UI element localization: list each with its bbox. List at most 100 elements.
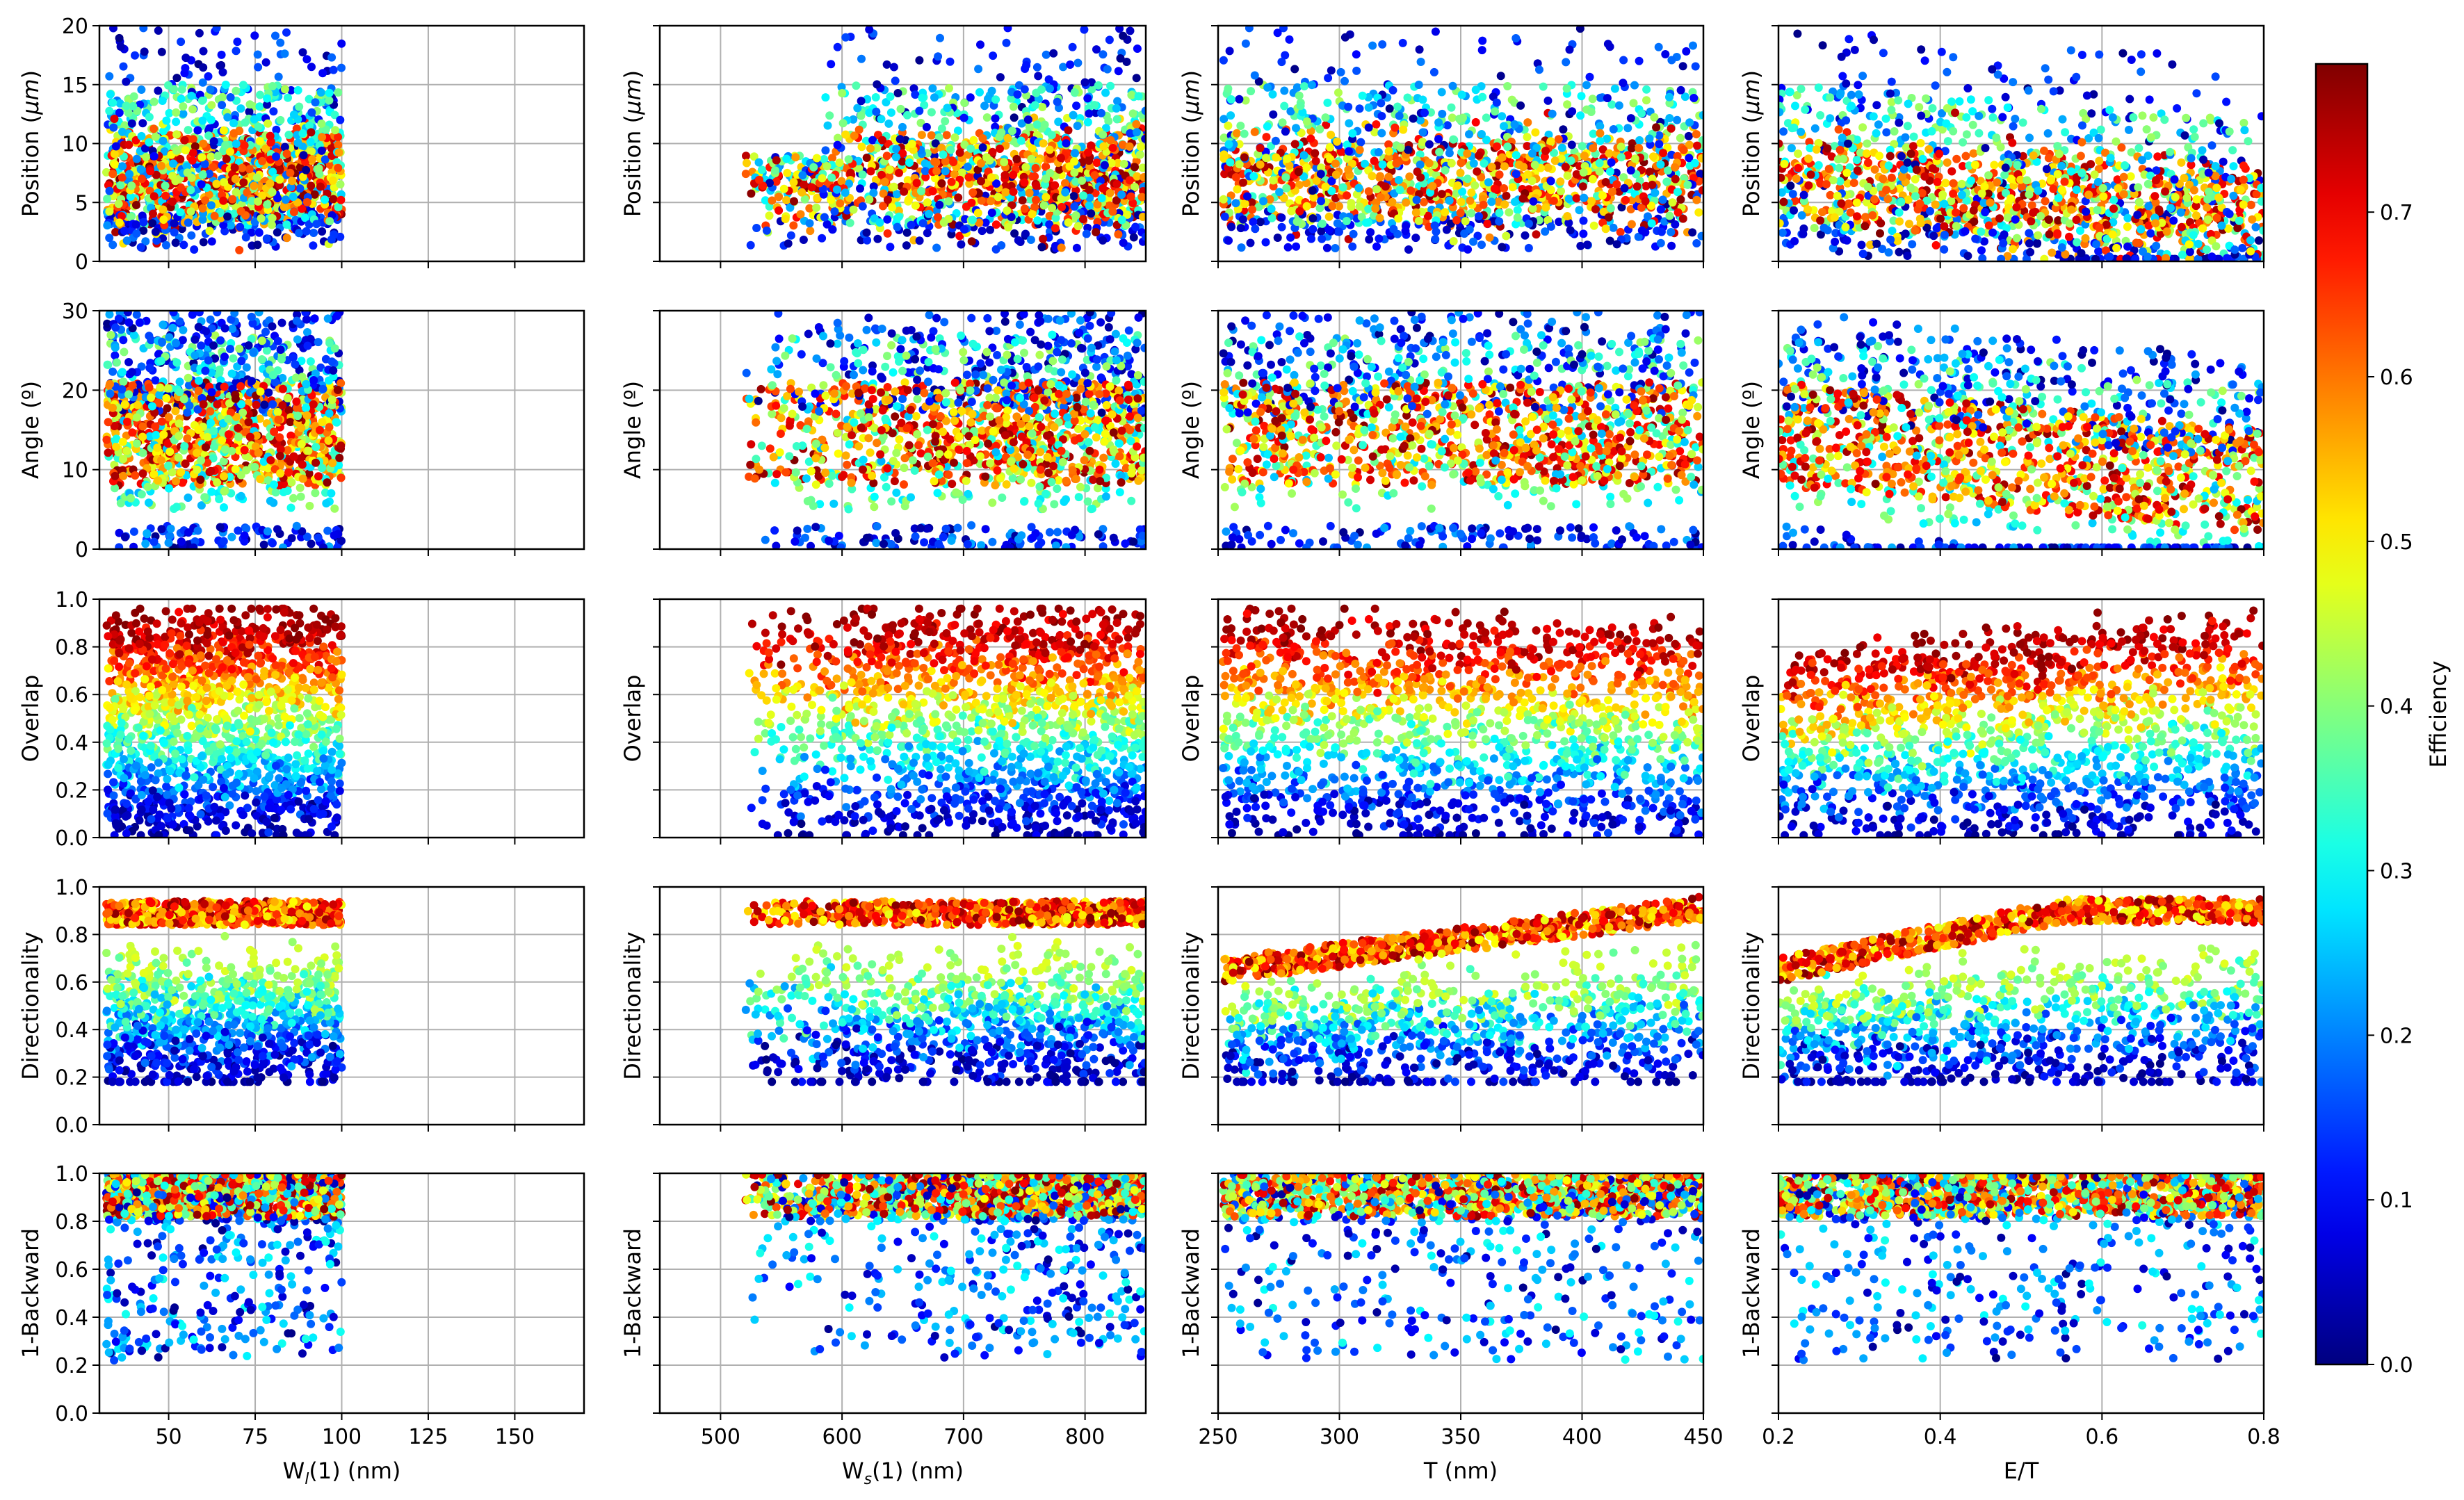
data-point [1483,220,1492,228]
data-point [159,215,168,224]
data-point [199,238,208,247]
data-point [1357,213,1366,222]
data-point [967,237,976,246]
data-point [1837,52,1846,61]
data-point [280,142,289,152]
data-point [1316,170,1325,179]
data-point [828,154,836,163]
data-point [775,206,784,215]
data-point [1358,91,1367,100]
data-point [868,136,877,145]
data-point [1032,195,1040,204]
data-point [1566,226,1575,235]
data-point [2244,137,2253,146]
data-point [1679,145,1688,154]
data-point [236,104,245,113]
data-point [1010,113,1019,122]
data-point [960,140,969,149]
data-point [149,152,159,161]
data-point [198,78,207,87]
data-point [889,182,898,191]
data-point [1384,147,1393,156]
data-point [982,153,991,162]
data-point [820,213,829,222]
data-point [1619,56,1628,65]
data-point [176,154,185,163]
data-point [1298,108,1307,117]
data-point [105,207,114,216]
data-point [1511,170,1521,179]
data-point [2018,152,2027,161]
data-point [1070,202,1079,211]
data-point [284,93,292,102]
data-point [1596,93,1605,102]
data-point [219,126,228,135]
data-point [298,204,307,213]
data-point [1427,108,1435,117]
data-point [141,144,149,153]
data-point [1682,47,1691,56]
data-point [1579,216,1588,225]
data-point [945,84,953,92]
data-point [1099,130,1108,139]
data-point [1376,193,1385,202]
data-point [1331,170,1340,179]
data-point [263,94,272,103]
data-point [1605,167,1614,176]
data-point [1273,234,1282,242]
data-point [157,161,165,170]
data-point [119,62,128,71]
data-point [226,147,234,156]
data-point [939,150,948,159]
data-point [1471,85,1480,95]
data-point [1662,177,1671,186]
data-point [932,167,941,176]
data-point [1317,227,1326,236]
data-point [849,115,858,124]
data-point [312,220,321,229]
data-point [115,108,124,117]
data-point [1673,188,1682,197]
data-point [132,201,140,209]
data-point [884,119,893,128]
data-point [1307,234,1315,243]
data-point [1482,113,1491,122]
data-point [1071,177,1080,186]
data-point [1614,101,1623,110]
data-point [1790,197,1799,205]
data-point [241,233,250,242]
data-point [1492,98,1501,107]
data-point [1114,67,1123,76]
data-point [1546,137,1555,146]
data-point [1523,133,1532,142]
data-point [226,221,235,230]
data-point [857,142,866,152]
data-point [1064,126,1073,135]
data-point [1596,129,1605,138]
data-point [188,156,197,165]
data-point [1658,195,1667,204]
data-point [1445,196,1454,205]
data-point [1409,114,1418,123]
data-point [1302,117,1311,126]
data-point [1073,122,1082,131]
data-point [1280,101,1289,111]
data-point [141,237,150,246]
panel-r0-c3: Position (μm) [1738,24,2265,268]
data-point [991,95,1000,104]
data-point [1609,223,1618,232]
data-point [1693,141,1701,150]
data-point [2066,46,2075,55]
data-point [1241,39,1250,48]
data-point [327,53,337,62]
data-point [1993,70,2002,79]
data-point [205,227,214,236]
data-point [168,172,177,180]
data-point [232,188,241,197]
data-point [1030,202,1039,211]
data-point [1044,75,1053,84]
data-point [1412,195,1421,204]
data-point [318,227,327,236]
data-point [1236,122,1245,130]
